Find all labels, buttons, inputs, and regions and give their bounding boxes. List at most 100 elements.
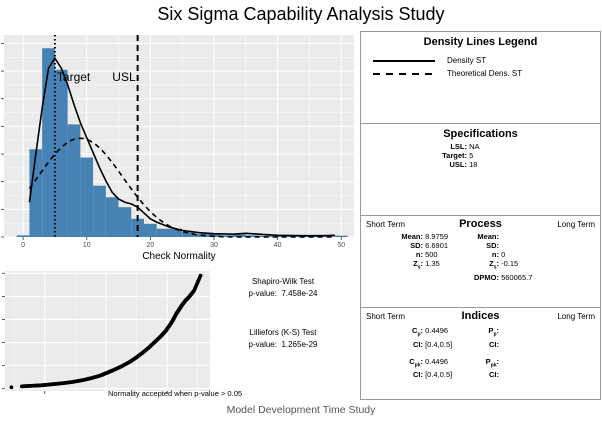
lsl-value: NA [469,142,480,151]
theoretical-density-line [28,137,335,238]
mean-st: 8.9759 [425,232,449,241]
target-value: 5 [469,151,474,160]
p-value-label: p-value: [248,340,277,349]
zs-label: Zs: [381,259,423,273]
ci-label: CI: [413,370,423,379]
qq-point [198,273,203,278]
pk-sub: pk [490,362,497,368]
legend-title: Density Lines Legend [423,36,538,48]
cp-value: 0.4496 [425,326,449,335]
colon: : [420,259,424,268]
indices-short-term: Cp: 0.4496 CI: [0.4,0.5] Cpk: 0.4496 CI:… [381,326,452,379]
histogram-bar [54,69,68,237]
ci-label: CI: [489,339,499,349]
p-value: 7.458e-24 [281,289,318,298]
p-sub: p [417,331,421,338]
histogram-bar [80,157,94,237]
cpk-label: Cpk: [381,357,423,371]
ci-label: CI: [413,339,423,349]
pk-sub: pk [414,362,421,368]
target-label: Target: [442,151,467,160]
z-sub: s [493,264,497,271]
chart-title: Six Sigma Capability Analysis Study [157,4,445,24]
shapiro-test: Shapiro-Wilk Test p-value: 7.458e-24 [223,276,343,300]
histogram-bar [29,149,43,237]
normality-note: Normality accepted when p-value > 0.05 [108,389,242,398]
histogram-bar [245,235,259,237]
histogram-bar [233,234,246,237]
density-st-line [28,56,335,237]
qq-point [9,385,14,390]
histogram-bar [118,207,132,237]
shapiro-p-value: p-value: 7.458e-24 [223,288,343,300]
long-term-label: Long Term [557,312,595,321]
histogram-bar [144,223,157,237]
qq-plot: Normality accepted when p-value > 0.05 [2,271,242,398]
indices-long-term: Pp: CI: Ppk: CI: [461,326,499,379]
shapiro-test-name: Shapiro-Wilk Test [251,277,315,286]
n-lt: 0 [501,250,506,259]
x-tick-label: 40 [274,242,282,249]
colon: : [420,326,424,335]
c-letter: C [409,356,415,366]
specs-title: Specifications [443,128,518,140]
legend-item-density: Density ST [447,56,487,65]
lilliefors-p-value: p-value: 1.265e-29 [223,339,343,351]
process-title: Process [459,218,502,230]
x-tick-label: 10 [83,242,91,249]
histogram-bar [156,228,170,237]
process-long-term: Mean: SD: n: 0 Zs: -0.15 DPMO: 560065.7 [461,232,532,282]
lsl-label: LSL: [450,142,467,151]
x-tick-label: 50 [337,242,345,249]
histogram-bar [67,124,81,237]
vline-label-usl: USL [112,70,136,84]
ppk-label: Ppk: [461,357,499,371]
histogram-bar [182,232,195,237]
sd-label: SD: [486,241,499,250]
sd-st: 6.6901 [425,241,449,250]
p-letter: P [488,326,494,335]
histogram-bar [220,235,234,237]
x-tick-label: 0 [21,242,25,249]
colon: : [496,326,500,335]
histogram-bar [284,236,297,237]
long-term-label: Long Term [557,220,595,229]
lilliefors-test: Lilliefors (K-S) Test p-value: 1.265e-29 [223,327,343,351]
specs-values: LSL: NA Target: 5 USL: 18 [433,142,493,169]
x-tick-label: 30 [210,242,218,249]
p-letter: P [485,356,491,366]
footer-caption: Model Development Time Study [226,404,376,416]
short-term-label: Short Term [366,312,405,321]
pp-label: Pp: [461,326,499,340]
c-letter: C [412,326,418,335]
z-letter: Z [489,259,494,268]
n-label: n: [491,250,499,259]
left-charts: Target USL 0 10 20 30 40 50 Check Normality Norm… [1,35,354,398]
histogram-bar [309,236,323,237]
usl-value: 18 [469,160,478,169]
usl-label: USL: [449,160,468,169]
histogram-bar [105,197,119,237]
z-letter: Z [413,259,418,268]
colon: : [496,259,500,268]
legend-item-theoretical: Theoretical Dens. ST [447,69,523,78]
mean-label: Mean: [477,232,499,241]
colon: : [420,356,424,366]
histogram-bar [16,235,30,237]
lilliefors-test-name: Lilliefors (K-S) Test [249,328,317,337]
cpk-value: 0.4496 [425,356,449,366]
cpk-ci: [0.4,0.5] [425,370,453,379]
legend-line-icons [373,60,435,75]
histogram-bar [93,185,106,237]
ci-label: CI: [489,370,499,379]
specifications-panel: Specifications LSL: NA Target: 5 USL: 18 [361,124,600,216]
summary-panels: Density Lines Legend Density ST Theoreti… [360,31,601,400]
short-term-label: Short Term [366,220,405,229]
cp-label: Cp: [381,326,423,340]
p-value: 1.265e-29 [281,340,318,349]
x-tick-label: 20 [146,242,154,249]
p-value-label: p-value: [248,289,277,298]
legend-panel: Density Lines Legend Density ST Theoreti… [361,32,600,124]
dpmo-lt: 560065.7 [501,272,533,282]
colon: : [496,356,500,366]
